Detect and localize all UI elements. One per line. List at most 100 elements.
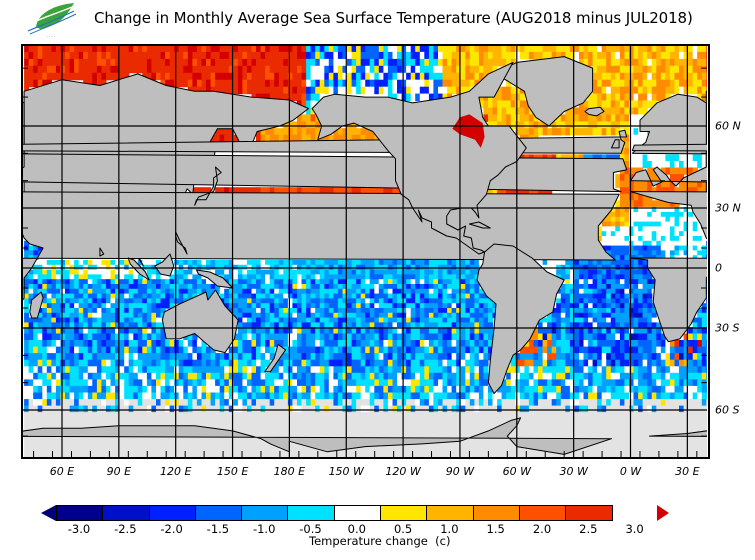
sst-cell — [610, 212, 616, 218]
sst-cell — [688, 250, 694, 256]
sst-cell — [192, 284, 198, 290]
sst-cell — [287, 385, 293, 394]
sst-cell — [651, 346, 657, 354]
sst-cell — [419, 284, 425, 290]
sst-cell — [301, 279, 307, 285]
sst-cell — [369, 187, 375, 195]
sst-cell — [87, 303, 93, 309]
sst-cell — [688, 187, 694, 195]
sst-cell — [96, 308, 102, 314]
sst-cell — [119, 379, 125, 387]
sst-cell — [651, 161, 657, 169]
sst-cell — [274, 93, 280, 102]
sst-cell — [196, 187, 202, 195]
sst-cell — [360, 366, 366, 374]
sst-cell — [656, 353, 662, 361]
sst-cell — [256, 269, 262, 275]
sst-cell — [674, 353, 680, 361]
sst-cell — [624, 121, 630, 129]
sst-cell — [119, 312, 125, 319]
sst-cell — [492, 399, 498, 407]
sst-cell — [483, 114, 489, 122]
sst-cell — [438, 86, 444, 95]
sst-cell — [146, 385, 152, 394]
sst-cell — [55, 340, 61, 348]
sst-cell — [501, 100, 507, 108]
sst-cell — [597, 45, 603, 53]
sst-cell — [642, 312, 648, 319]
sst-cell — [65, 298, 71, 304]
sst-cell — [101, 45, 107, 53]
sst-cell — [542, 322, 548, 328]
sst-cell — [274, 86, 280, 95]
sst-cell — [319, 45, 325, 53]
sst-cell — [615, 269, 621, 275]
sst-cell — [524, 114, 530, 122]
sst-cell — [460, 379, 466, 387]
sst-cell — [55, 58, 61, 67]
sst-cell — [242, 392, 248, 400]
sst-cell — [601, 245, 607, 251]
sst-cell — [506, 58, 512, 67]
sst-cell — [592, 45, 598, 53]
sst-cell — [160, 279, 166, 285]
sst-cell — [610, 86, 616, 95]
sst-cell — [251, 79, 257, 88]
sst-cell — [669, 236, 675, 242]
sst-cell — [665, 366, 671, 374]
sst-cell — [569, 288, 575, 295]
sst-cell — [378, 79, 384, 88]
sst-cell — [501, 86, 507, 95]
sst-cell — [610, 303, 616, 309]
sst-cell — [460, 288, 466, 295]
sst-cell — [46, 353, 52, 361]
sst-cell — [24, 333, 30, 341]
sst-cell — [115, 51, 121, 60]
sst-cell — [292, 298, 298, 304]
sst-cell — [219, 187, 225, 195]
sst-cell — [196, 385, 202, 394]
sst-cell — [46, 327, 52, 335]
sst-cell — [178, 379, 184, 387]
sst-cell — [142, 312, 148, 319]
sst-cell — [610, 221, 616, 227]
sst-cell — [274, 72, 280, 81]
sst-cell — [538, 359, 544, 367]
sst-cell — [224, 359, 230, 367]
sst-cell — [247, 45, 253, 53]
sst-cell — [278, 187, 284, 195]
sst-cell — [146, 51, 152, 60]
sst-cell — [606, 366, 612, 374]
sst-cell — [474, 293, 480, 299]
sst-cell — [110, 359, 116, 367]
sst-cell — [428, 274, 434, 280]
sst-cell — [333, 134, 339, 142]
sst-cell — [660, 245, 666, 251]
sst-cell — [674, 58, 680, 67]
sst-cell — [151, 260, 157, 266]
sst-cell — [392, 333, 398, 341]
sst-cell — [538, 45, 544, 53]
sst-cell — [574, 372, 580, 380]
sst-cell — [342, 128, 348, 136]
sst-cell — [378, 65, 384, 74]
sst-cell — [46, 340, 52, 348]
sst-cell — [274, 293, 280, 299]
sst-cell — [369, 308, 375, 314]
sst-cell — [206, 72, 212, 81]
sst-cell — [647, 45, 653, 53]
sst-cell — [110, 274, 116, 280]
sst-cell — [665, 346, 671, 354]
sst-cell — [333, 303, 339, 309]
sst-cell — [124, 293, 130, 299]
sst-cell — [606, 359, 612, 367]
sst-cell — [638, 231, 644, 237]
sst-cell — [356, 333, 362, 341]
sst-cell — [24, 284, 30, 290]
sst-cell — [196, 45, 202, 53]
sst-cell — [619, 114, 625, 122]
sst-cell — [569, 45, 575, 53]
sst-cell — [519, 114, 525, 122]
sst-cell — [460, 366, 466, 374]
sst-cell — [647, 200, 653, 208]
